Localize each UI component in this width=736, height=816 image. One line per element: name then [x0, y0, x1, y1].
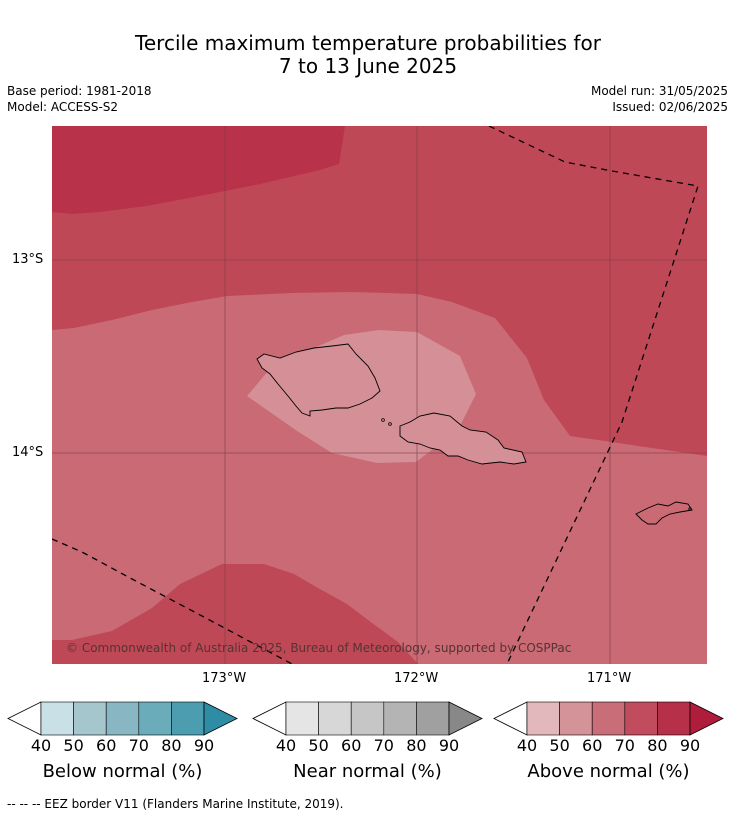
colorbar-tick-label: 50 — [308, 736, 329, 755]
colorbar-swatch — [252, 701, 287, 736]
lon-label-171w: 171°W — [587, 671, 632, 686]
lon-label-173w: 173°W — [202, 671, 247, 686]
islet — [688, 507, 692, 511]
lat-label-14s: 14°S — [12, 445, 44, 460]
chart-title-line1: Tercile maximum temperature probabilitie… — [135, 31, 601, 55]
colorbar-tick-label: 80 — [647, 736, 668, 755]
lat-label-13s: 13°S — [12, 252, 44, 267]
islet — [388, 422, 392, 426]
colorbar-tick-label: 60 — [341, 736, 362, 755]
savaii-island — [399, 412, 527, 465]
colorbar-tick-label: 40 — [516, 736, 538, 755]
colorbar-tick-label: 90 — [193, 736, 215, 755]
colorbar-swatch — [73, 701, 107, 736]
colorbar-title-near: Near normal (%) — [293, 761, 442, 782]
eez-footnote: -- -- -- EEZ border V11 (Flanders Marine… — [7, 797, 344, 811]
probability-band-60-70 — [52, 292, 707, 664]
colorbar-tick-label: 90 — [438, 736, 460, 755]
base-period: Base period: 1981-2018 — [7, 84, 152, 98]
islet — [381, 418, 385, 422]
colorbar-swatch — [526, 701, 560, 736]
upolu-island — [256, 343, 381, 417]
colorbar-swatch — [40, 701, 74, 736]
graticule — [52, 126, 707, 664]
colorbar-title-above: Above normal (%) — [527, 761, 690, 782]
map-panel[interactable]: © Commonwealth of Australia 2025, Bureau… — [52, 126, 707, 664]
model-run: Model run: 31/05/2025 — [590, 84, 728, 98]
colorbar-near — [252, 701, 483, 740]
colorbar-swatch — [138, 701, 172, 736]
colorbar-swatch — [383, 701, 417, 736]
tutuila-island — [635, 501, 693, 525]
eez-border — [52, 126, 699, 664]
issued-date: Issued: 02/06/2025 — [612, 100, 728, 114]
colorbar-swatch — [105, 701, 140, 736]
colorbar-title-below: Below normal (%) — [42, 761, 203, 782]
chart-title-line2: 7 to 13 June 2025 — [278, 54, 458, 78]
colorbar-above — [493, 701, 724, 740]
colorbar-swatch — [318, 701, 352, 736]
colorbar-tick-label: 50 — [549, 736, 570, 755]
colorbar-swatch — [624, 701, 658, 736]
copyright-notice: © Commonwealth of Australia 2025, Bureau… — [66, 641, 572, 655]
colorbar-tick-label: 70 — [614, 736, 635, 755]
colorbar-tick-label: 50 — [63, 736, 84, 755]
colorbar-swatch — [7, 701, 42, 736]
colorbar-tick-label: 80 — [406, 736, 427, 755]
colorbar-swatch — [493, 701, 528, 736]
colorbar-swatch — [416, 701, 450, 736]
colorbar-tick-label: 40 — [30, 736, 52, 755]
colorbar-tick-label: 70 — [128, 736, 149, 755]
colorbar-tick-label: 60 — [96, 736, 117, 755]
colorbar-swatch — [657, 701, 691, 736]
colorbar-below — [7, 701, 238, 740]
colorbar-swatch — [559, 701, 593, 736]
colorbar-tick-label: 80 — [161, 736, 182, 755]
colorbar-swatch — [203, 701, 238, 736]
map-canvas — [52, 126, 707, 664]
colorbar-swatch — [171, 701, 205, 736]
colorbar-tick-label: 60 — [582, 736, 603, 755]
colorbar-tick-label: 70 — [373, 736, 394, 755]
colorbar-swatch — [689, 701, 724, 736]
colorbar-swatch — [591, 701, 626, 736]
colorbar-swatch — [350, 701, 385, 736]
colorbar-tick-label: 40 — [275, 736, 297, 755]
colorbar-tick-label: 90 — [679, 736, 701, 755]
colorbar-swatch — [448, 701, 483, 736]
model-name: Model: ACCESS-S2 — [7, 100, 119, 114]
lon-label-172w: 172°W — [394, 671, 439, 686]
probability-band-80-90-north — [52, 126, 345, 214]
colorbar-swatch — [285, 701, 319, 736]
